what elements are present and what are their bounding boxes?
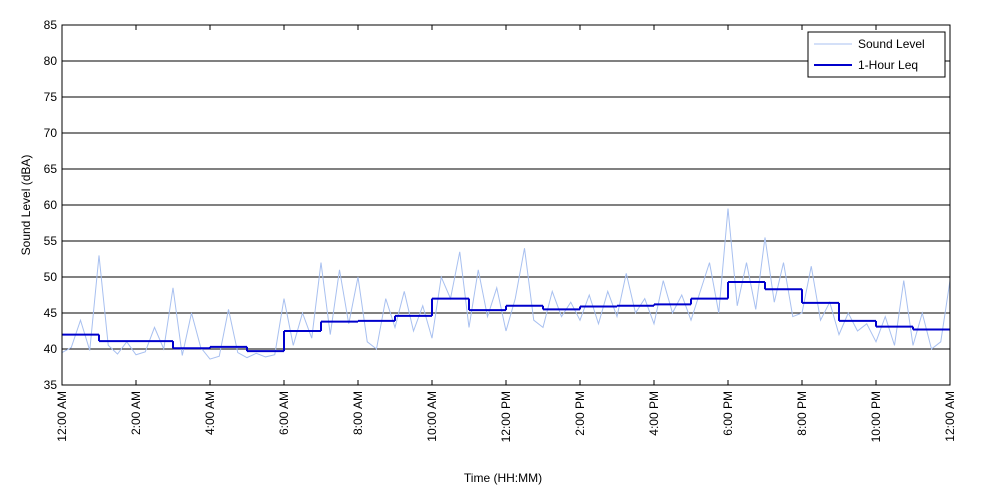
x-tick-label: 10:00 AM	[425, 391, 439, 442]
y-tick-label: 45	[44, 306, 58, 320]
x-tick-label: 4:00 AM	[203, 391, 217, 435]
y-tick-label: 60	[44, 198, 58, 212]
y-tick-label: 35	[44, 378, 58, 392]
x-tick-label: 6:00 AM	[277, 391, 291, 435]
x-tick-label: 12:00 AM	[55, 391, 69, 442]
legend-label: Sound Level	[858, 37, 925, 51]
x-tick-label: 6:00 PM	[721, 391, 735, 436]
y-tick-label: 75	[44, 90, 58, 104]
y-tick-label: 70	[44, 126, 58, 140]
x-tick-label: 8:00 AM	[351, 391, 365, 435]
x-tick-label: 2:00 PM	[573, 391, 587, 436]
x-tick-label: 12:00 AM	[943, 391, 957, 442]
x-tick-label: 12:00 PM	[499, 391, 513, 442]
y-tick-label: 80	[44, 54, 58, 68]
legend-label: 1-Hour Leq	[858, 58, 918, 72]
sound-level-line	[61, 208, 951, 360]
y-tick-label: 85	[44, 18, 58, 32]
plot-frame	[61, 24, 951, 386]
x-tick-label: 2:00 AM	[129, 391, 143, 435]
x-tick-label: 10:00 PM	[869, 391, 883, 442]
y-axis-label: Sound Level (dBA)	[19, 155, 33, 256]
y-tick-label: 65	[44, 162, 58, 176]
legend-box	[807, 31, 946, 78]
y-tick-label: 40	[44, 342, 58, 356]
y-tick-label: 55	[44, 234, 58, 248]
x-tick-label: 8:00 PM	[795, 391, 809, 436]
x-tick-label: 4:00 PM	[647, 391, 661, 436]
x-axis-label: Time (HH:MM)	[464, 471, 542, 485]
y-tick-label: 50	[44, 270, 58, 284]
